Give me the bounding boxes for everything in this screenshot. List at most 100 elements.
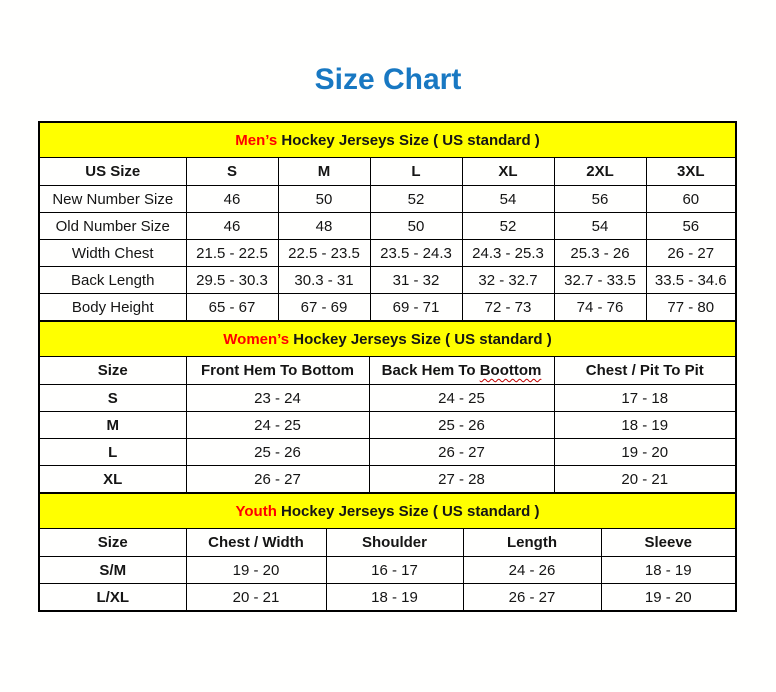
size-value-cell: 23.5 - 24.3	[369, 239, 463, 267]
column-header: Size	[38, 356, 187, 385]
size-value-cell: 52	[461, 212, 555, 240]
size-value-cell: 50	[277, 185, 371, 213]
column-header: Back Hem To Boottom	[368, 356, 555, 385]
youth-size-table: Youth Hockey Jerseys Size ( US standard …	[38, 492, 737, 612]
row-label: New Number Size	[38, 185, 187, 213]
column-header: Length	[462, 528, 602, 557]
table-row: Body Height 65 - 67 67 - 69 69 - 71 72 - 73 7…	[38, 293, 737, 322]
size-value-cell: 56	[553, 185, 647, 213]
size-value-cell: 32 - 32.7	[461, 266, 555, 294]
column-header: Front Hem To Bottom	[185, 356, 370, 385]
column-header: S	[185, 157, 279, 186]
size-value-cell: 32.7 - 33.5	[553, 266, 647, 294]
column-header: US Size	[38, 157, 187, 186]
size-value-cell: 19 - 20	[600, 583, 737, 612]
misspelled-word: Boottom	[479, 362, 542, 379]
size-value-cell: 18 - 19	[325, 583, 464, 612]
heading-accent-word: Men’s	[235, 131, 278, 149]
size-value-cell: 48	[277, 212, 371, 240]
size-value-cell: 19 - 20	[185, 556, 327, 584]
size-value-cell: 19 - 20	[553, 438, 737, 466]
size-value-cell: 18 - 19	[600, 556, 737, 584]
table-row: XL 26 - 27 27 - 28 20 - 21	[38, 465, 737, 494]
column-header-row: US Size S M L XL 2XL 3XL	[38, 157, 737, 186]
size-value-cell: 67 - 69	[277, 293, 371, 322]
size-value-cell: 24.3 - 25.3	[461, 239, 555, 267]
row-label: L/XL	[38, 583, 187, 612]
size-value-cell: 74 - 76	[553, 293, 647, 322]
table-row: L 25 - 26 26 - 27 19 - 20	[38, 438, 737, 466]
section-band-row: Men’s Hockey Jerseys Size ( US standard …	[38, 121, 737, 158]
size-value-cell: 21.5 - 22.5	[185, 239, 279, 267]
page-title: Size Chart	[314, 63, 462, 96]
table-row: S 23 - 24 24 - 25 17 - 18	[38, 384, 737, 412]
size-value-cell: 26 - 27	[462, 583, 602, 612]
size-value-cell: 54	[553, 212, 647, 240]
womens-section-heading: Women’s Hockey Jerseys Size ( US standar…	[38, 320, 737, 357]
size-value-cell: 25.3 - 26	[553, 239, 647, 267]
size-value-cell: 30.3 - 31	[277, 266, 371, 294]
size-value-cell: 20 - 21	[553, 465, 737, 494]
size-value-cell: 65 - 67	[185, 293, 279, 322]
size-value-cell: 26 - 27	[185, 465, 370, 494]
column-header: L	[369, 157, 463, 186]
section-band-row: Youth Hockey Jerseys Size ( US standard …	[38, 492, 737, 529]
size-value-cell: 26 - 27	[368, 438, 555, 466]
youth-section-heading: Youth Hockey Jerseys Size ( US standard …	[38, 492, 737, 529]
column-header: Chest / Width	[185, 528, 327, 557]
size-chart-tables: Men’s Hockey Jerseys Size ( US standard …	[38, 121, 738, 612]
table-row: M 24 - 25 25 - 26 18 - 19	[38, 411, 737, 439]
size-value-cell: 72 - 73	[461, 293, 555, 322]
column-header: 3XL	[645, 157, 737, 186]
size-value-cell: 46	[185, 212, 279, 240]
row-label: S/M	[38, 556, 187, 584]
row-label: Width Chest	[38, 239, 187, 267]
size-value-cell: 77 - 80	[645, 293, 737, 322]
size-value-cell: 56	[645, 212, 737, 240]
row-label: L	[38, 438, 187, 466]
size-value-cell: 54	[461, 185, 555, 213]
womens-size-table: Women’s Hockey Jerseys Size ( US standar…	[38, 320, 738, 494]
size-value-cell: 24 - 25	[185, 411, 370, 439]
row-label: M	[38, 411, 187, 439]
table-row: Width Chest 21.5 - 22.5 22.5 - 23.5 23.5 - …	[38, 239, 737, 267]
size-value-cell: 26 - 27	[645, 239, 737, 267]
size-value-cell: 24 - 26	[462, 556, 602, 584]
column-header: XL	[461, 157, 555, 186]
column-header: M	[277, 157, 371, 186]
size-value-cell: 27 - 28	[368, 465, 555, 494]
section-band-row: Women’s Hockey Jerseys Size ( US standar…	[38, 320, 737, 357]
size-value-cell: 60	[645, 185, 737, 213]
heading-accent-word: Women’s	[223, 330, 290, 348]
column-header: Sleeve	[600, 528, 737, 557]
column-header: Size	[38, 528, 187, 557]
size-value-cell: 52	[369, 185, 463, 213]
size-value-cell: 23 - 24	[185, 384, 370, 412]
size-value-cell: 69 - 71	[369, 293, 463, 322]
row-label: XL	[38, 465, 187, 494]
column-header: 2XL	[553, 157, 647, 186]
size-value-cell: 25 - 26	[185, 438, 370, 466]
column-header: Shoulder	[325, 528, 464, 557]
table-row: Old Number Size 46 48 50 52 54 56	[38, 212, 737, 240]
size-value-cell: 31 - 32	[369, 266, 463, 294]
column-header-row: Size Front Hem To Bottom Back Hem To Boott…	[38, 356, 737, 385]
size-value-cell: 18 - 19	[553, 411, 737, 439]
row-label: Old Number Size	[38, 212, 187, 240]
table-row: L/XL 20 - 21 18 - 19 26 - 27 19 - 20	[38, 583, 737, 612]
size-value-cell: 25 - 26	[368, 411, 555, 439]
size-value-cell: 16 - 17	[325, 556, 464, 584]
column-header: Chest / Pit To Pit	[553, 356, 737, 385]
size-value-cell: 46	[185, 185, 279, 213]
table-row: New Number Size 46 50 52 54 56 60	[38, 185, 737, 213]
mens-section-heading: Men’s Hockey Jerseys Size ( US standard …	[38, 121, 737, 158]
size-value-cell: 20 - 21	[185, 583, 327, 612]
size-value-cell: 22.5 - 23.5	[277, 239, 371, 267]
row-label: Back Length	[38, 266, 187, 294]
heading-accent-word: Youth	[235, 502, 277, 520]
column-header-row: Size Chest / Width Shoulder Length Sleeve	[38, 528, 737, 557]
size-value-cell: 50	[369, 212, 463, 240]
table-row: Back Length 29.5 - 30.3 30.3 - 31 31 - 32 32…	[38, 266, 737, 294]
size-value-cell: 33.5 - 34.6	[645, 266, 737, 294]
